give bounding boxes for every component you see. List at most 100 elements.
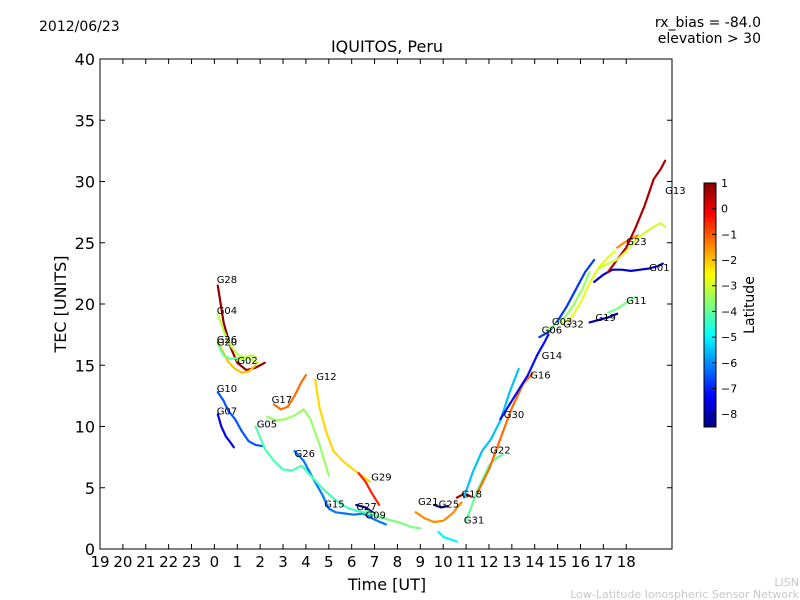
- series-line-g18: [455, 492, 472, 499]
- y-tick-label: 35: [75, 111, 95, 130]
- satellite-label: G09: [365, 510, 385, 521]
- colorbar-tick-label: −2: [721, 254, 737, 267]
- x-tick-label: 8: [393, 553, 403, 571]
- y-tick-label: 20: [75, 295, 95, 314]
- rx-bias-label: rx_bias = -84.0: [655, 15, 761, 31]
- series-line-g12: [314, 378, 372, 483]
- y-tick-label: 15: [75, 356, 95, 375]
- elevation-label: elevation > 30: [658, 31, 761, 47]
- satellite-label: G31: [464, 515, 484, 526]
- colorbar: [703, 182, 717, 428]
- series-lines: [216, 159, 667, 543]
- y-tick-label: 40: [75, 50, 95, 69]
- satellite-label: G01: [649, 263, 669, 274]
- x-tick-label: 18: [617, 553, 636, 571]
- satellite-label: G10: [217, 384, 237, 395]
- satellite-label: G04: [217, 306, 237, 317]
- colorbar-tick-label: 1: [721, 177, 728, 190]
- satellite-label: G13: [665, 186, 685, 197]
- satellite-label: G07: [217, 406, 237, 417]
- x-tick-label: 6: [347, 553, 357, 571]
- colorbar-tick-label: −1: [721, 228, 737, 241]
- series-line-g01: [593, 262, 664, 283]
- series-line-g13: [606, 159, 667, 274]
- y-tick-label: 0: [85, 540, 95, 559]
- series-line-g31: [437, 530, 458, 543]
- x-tick-label: 15: [548, 553, 567, 571]
- y-tick-label: 25: [75, 234, 95, 253]
- series-line-g23: [616, 234, 639, 249]
- satellite-label: G21: [418, 497, 438, 508]
- series-line-g22: [465, 453, 504, 522]
- colorbar-ticks: 1 0 −1 −2 −3 −4 −5 −6 −7 −8: [712, 177, 737, 421]
- date-label: 2012/06/23: [39, 19, 120, 35]
- satellite-label: G27: [356, 502, 376, 513]
- x-tick-label: 17: [594, 553, 613, 571]
- x-tick-label: 1: [233, 553, 243, 571]
- satellite-label: G03: [552, 317, 572, 328]
- satellite-label: G32: [563, 319, 583, 330]
- series-line-g17: [272, 374, 307, 411]
- series-line-g11: [606, 295, 637, 314]
- x-tick-label: 22: [159, 553, 178, 571]
- series-line-g06: [538, 258, 596, 339]
- x-tick-label: 12: [479, 553, 498, 571]
- x-tick-label: 3: [278, 553, 288, 571]
- y-tick-label: 10: [75, 418, 95, 437]
- y-tick-label: 5: [85, 479, 95, 498]
- x-tick-label: 10: [434, 553, 453, 571]
- series-line-g15: [302, 467, 388, 520]
- chart-title: IQUITOS, Peru: [331, 37, 443, 56]
- satellite-label: G28: [217, 275, 237, 286]
- credit-network: Low-Latitude Ionospheric Sensor Network: [570, 588, 799, 600]
- y-axis: 0 5 10 15 20 25 30 35 40: [75, 50, 672, 559]
- satellite-label: G14: [542, 351, 562, 362]
- series-line-g03: [545, 271, 591, 332]
- satellite-label: G30: [504, 410, 524, 421]
- x-axis-label: Time [UT]: [347, 575, 426, 594]
- x-tick-label: 11: [457, 553, 476, 571]
- satellite-label: G05: [257, 420, 277, 431]
- series-line-g05: [254, 425, 312, 475]
- satellite-label: G12: [316, 372, 336, 383]
- colorbar-label: Latitude: [742, 276, 758, 334]
- colorbar-tick-label: −8: [721, 408, 737, 421]
- series-line-g21: [414, 501, 463, 524]
- satellite-label: G29: [371, 472, 391, 483]
- satellite-label: G02: [237, 356, 257, 367]
- series-line-g28b: [597, 222, 667, 270]
- series-line-g16: [462, 367, 520, 499]
- series-line-g29: [357, 472, 381, 506]
- satellite-label: G06: [542, 325, 562, 336]
- series-line-g10: [216, 391, 264, 448]
- x-tick-label: 0: [210, 553, 220, 571]
- series-line-g26c: [293, 449, 388, 526]
- x-tick-label: 14: [525, 553, 544, 571]
- series-line-g26b: [265, 408, 330, 477]
- colorbar-tick-label: 0: [721, 203, 728, 216]
- x-tick-label: 2: [255, 553, 265, 571]
- x-tick-label: 5: [324, 553, 334, 571]
- colorbar-tick-label: −4: [721, 305, 737, 318]
- x-axis: 19 20 21 22 23 0 1 2 3 4 5 6 7 8 9 10 11 12 13 14 15 16 17 18: [90, 59, 636, 571]
- colorbar-tick-label: −7: [721, 382, 737, 395]
- series-line-g28: [216, 284, 266, 372]
- series-line-g02: [236, 356, 259, 364]
- series-line-g07: [216, 413, 235, 449]
- x-tick-label: 16: [571, 553, 590, 571]
- series-line-g32: [561, 250, 616, 325]
- x-tick-label: 20: [113, 553, 132, 571]
- colorbar-tick-label: −6: [721, 357, 737, 370]
- y-axis-label: TEC [UNITS]: [51, 256, 70, 354]
- series-line-g14: [499, 333, 550, 421]
- x-tick-label: 7: [370, 553, 380, 571]
- colorbar-tick-label: −3: [721, 280, 737, 293]
- satellite-label: G20: [217, 338, 237, 349]
- colorbar-tick-label: −5: [721, 331, 737, 344]
- satellite-label: G19: [595, 313, 615, 324]
- satellite-label: G16: [530, 371, 550, 382]
- satellite-label: G22: [490, 445, 510, 456]
- x-tick-label: 13: [502, 553, 521, 571]
